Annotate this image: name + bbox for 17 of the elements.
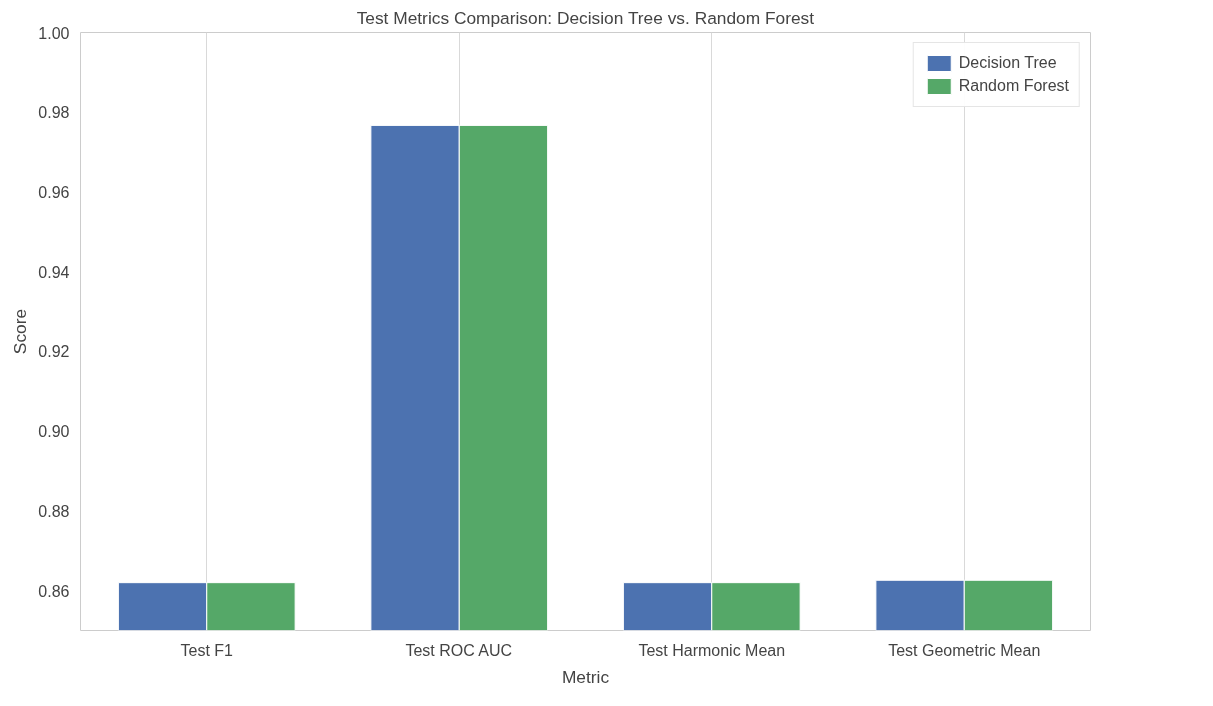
legend-label: Decision Tree bbox=[958, 54, 1057, 72]
y-tick-label: 0.98 bbox=[38, 104, 70, 122]
x-tick-label: Test Harmonic Mean bbox=[638, 641, 786, 659]
y-tick-label: 0.86 bbox=[38, 582, 70, 600]
y-tick-label: 1.00 bbox=[38, 24, 70, 42]
y-tick-label: 0.88 bbox=[38, 502, 70, 520]
y-tick-label: 0.90 bbox=[38, 423, 70, 441]
x-tick-label: Test F1 bbox=[180, 641, 234, 659]
y-tick-label: 0.96 bbox=[38, 183, 70, 201]
chart-title: Test Metrics Comparison: Decision Tree vs. Random Forest bbox=[356, 7, 815, 28]
y-tick-label: 0.94 bbox=[38, 263, 70, 281]
y-axis-title: Score bbox=[10, 308, 31, 355]
x-axis-title: Metric bbox=[561, 666, 610, 687]
y-tick-label: 0.92 bbox=[38, 343, 70, 361]
legend-label: Random Forest bbox=[958, 77, 1069, 95]
x-tick-label: Test ROC AUC bbox=[405, 641, 513, 659]
x-tick-label: Test Geometric Mean bbox=[888, 641, 1041, 659]
